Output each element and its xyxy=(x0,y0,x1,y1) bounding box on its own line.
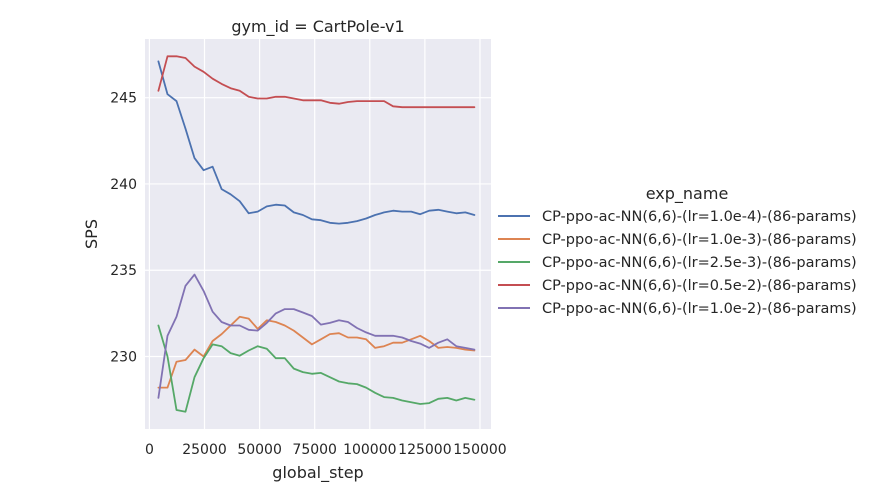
series-line-3 xyxy=(157,324,476,413)
x-tick-label: 75000 xyxy=(292,442,337,458)
series-line-2 xyxy=(157,315,476,389)
x-axis-label: global_step xyxy=(272,463,363,483)
series-line-5 xyxy=(157,273,476,399)
x-tick-label: 0 xyxy=(145,442,154,458)
chart-title: gym_id = CartPole-v1 xyxy=(231,17,404,37)
legend-entry-1: CP-ppo-ac-NN(6,6)-(lr=1.0e-4)-(86-params… xyxy=(542,209,857,225)
y-tick-labels: 230 235 240 245 xyxy=(110,91,137,366)
series-line-4 xyxy=(157,55,476,109)
x-tick-label: 150000 xyxy=(453,442,506,458)
x-tick-label: 100000 xyxy=(343,442,396,458)
series-lines xyxy=(157,55,476,413)
y-tick-label: 245 xyxy=(110,91,137,107)
y-axis-label: SPS xyxy=(82,219,101,249)
y-tick-label: 240 xyxy=(110,177,137,193)
x-tick-label: 25000 xyxy=(182,442,227,458)
legend-entry-5: CP-ppo-ac-NN(6,6)-(lr=1.0e-2)-(86-params… xyxy=(542,301,857,317)
y-tick-label: 230 xyxy=(110,350,137,366)
legend-entry-3: CP-ppo-ac-NN(6,6)-(lr=2.5e-3)-(86-params… xyxy=(542,255,857,271)
plot-background xyxy=(145,39,491,429)
legend: exp_name CP-ppo-ac-NN(6,6)-(lr=1.0e-4)-(… xyxy=(498,184,857,317)
x-tick-labels: 0 25000 50000 75000 100000 125000 150000 xyxy=(145,442,507,458)
y-tick-label: 235 xyxy=(110,263,137,279)
x-tick-label: 125000 xyxy=(398,442,451,458)
legend-entry-4: CP-ppo-ac-NN(6,6)-(lr=0.5e-2)-(86-params… xyxy=(542,278,857,294)
legend-title: exp_name xyxy=(646,184,729,204)
series-line-1 xyxy=(157,60,476,225)
x-tick-label: 50000 xyxy=(237,442,282,458)
legend-entry-2: CP-ppo-ac-NN(6,6)-(lr=1.0e-3)-(86-params… xyxy=(542,232,857,248)
